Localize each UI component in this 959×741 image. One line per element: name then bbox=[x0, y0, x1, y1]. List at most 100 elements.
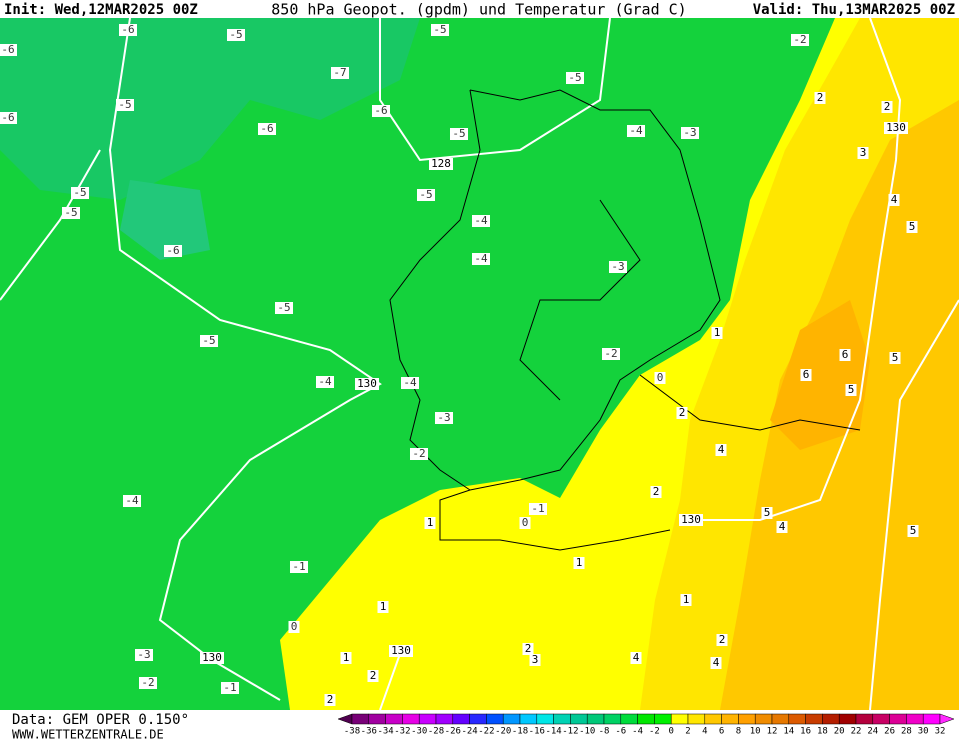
colorbar-label: -4 bbox=[632, 727, 643, 737]
temperature-label: 4 bbox=[891, 193, 898, 206]
colorbar-swatch bbox=[452, 713, 470, 725]
temperature-label-box bbox=[906, 221, 918, 233]
temperature-label: 2 bbox=[653, 485, 660, 498]
temperature-label: 2 bbox=[525, 642, 532, 655]
temperature-label-box bbox=[116, 99, 134, 111]
colorbar-swatch bbox=[805, 713, 823, 725]
temperature-label-box bbox=[164, 245, 182, 257]
colorbar-label: 4 bbox=[702, 727, 707, 737]
colorbar-label: -2 bbox=[649, 727, 660, 737]
temperature-label: 6 bbox=[803, 368, 810, 381]
geopotential-label: 130 bbox=[886, 121, 906, 134]
colorbar-swatch bbox=[754, 713, 773, 725]
colorbar-label: 26 bbox=[884, 727, 895, 737]
temperature-label-box bbox=[288, 621, 300, 633]
temperature-label-box bbox=[316, 376, 334, 388]
colorbar-swatch bbox=[385, 713, 403, 725]
colorbar-swatch bbox=[351, 713, 370, 725]
footer: Data: GEM OPER 0.150° WWW.WETTERZENTRALE… bbox=[12, 712, 189, 741]
warmest-area bbox=[770, 300, 870, 450]
temperature-label-box bbox=[573, 557, 585, 569]
temperature-label-box bbox=[566, 72, 584, 84]
temperature-label-box bbox=[401, 377, 419, 389]
colorbar-swatch bbox=[704, 713, 722, 725]
colorbar-swatch bbox=[872, 713, 890, 725]
colorbar-label: 10 bbox=[750, 727, 761, 737]
temperature-label: 5 bbox=[909, 220, 916, 233]
colorbar-label: -28 bbox=[428, 727, 444, 737]
geopotential-label: 130 bbox=[202, 651, 222, 664]
colorbar-label: 18 bbox=[817, 727, 828, 737]
temperature-label: 5 bbox=[764, 506, 771, 519]
temperature-label-box bbox=[200, 335, 218, 347]
temperature-label: -2 bbox=[412, 447, 425, 460]
colorbar-label: -36 bbox=[361, 727, 377, 737]
colorbar-label: -34 bbox=[377, 727, 393, 737]
temperature-label: -4 bbox=[403, 376, 417, 389]
temperature-label: -6 bbox=[1, 111, 14, 124]
temperature-label: -4 bbox=[125, 494, 139, 507]
temperature-label-box bbox=[814, 92, 826, 104]
geopotential-label-box bbox=[389, 645, 413, 657]
temperature-label: 2 bbox=[327, 693, 334, 706]
temperature-label-box bbox=[410, 448, 428, 460]
temperature-label: 6 bbox=[842, 348, 849, 361]
geopotential-label-box bbox=[200, 652, 224, 664]
temperature-label-box bbox=[221, 682, 239, 694]
valid-time: Valid: Thu,13MAR2025 00Z bbox=[753, 2, 955, 18]
temperature-label-box bbox=[0, 44, 17, 56]
temperature-label: -5 bbox=[452, 127, 465, 140]
temperature-label: -3 bbox=[683, 126, 696, 139]
geopotential-label-box bbox=[429, 158, 453, 170]
colorbar-swatch bbox=[502, 713, 521, 725]
colorbar-label: -8 bbox=[599, 727, 610, 737]
colorbar-swatch bbox=[738, 713, 756, 725]
temperature-label-box bbox=[845, 384, 857, 396]
temperature-label: -5 bbox=[73, 186, 86, 199]
colorbar-swatch bbox=[469, 713, 487, 725]
colorbar-label: -20 bbox=[495, 727, 511, 737]
temperature-label: 2 bbox=[370, 669, 377, 682]
temperature-label-box bbox=[529, 654, 541, 666]
colorbar-swatch bbox=[519, 713, 538, 725]
temperature-label: -2 bbox=[793, 33, 806, 46]
temperature-label-box bbox=[609, 261, 627, 273]
temperature-label-box bbox=[881, 101, 893, 113]
colder-area bbox=[120, 180, 210, 260]
colorbar-label: 30 bbox=[918, 727, 929, 737]
temperature-label-box bbox=[602, 348, 620, 360]
temperature-label-box bbox=[71, 187, 89, 199]
temperature-label-box bbox=[681, 127, 699, 139]
temperature-label: -7 bbox=[333, 66, 346, 79]
temperature-label-box bbox=[435, 412, 453, 424]
temperature-label-box bbox=[135, 649, 153, 661]
colorbar-swatch bbox=[906, 713, 924, 725]
colorbar-swatch bbox=[637, 713, 655, 725]
temperature-label-box bbox=[711, 327, 723, 339]
temperature-label-box bbox=[650, 486, 662, 498]
colorbar-label: 22 bbox=[851, 727, 862, 737]
header-bar bbox=[0, 0, 959, 18]
temperature-label-box bbox=[907, 525, 919, 537]
temperature-label-box bbox=[372, 105, 390, 117]
temperature-label: -6 bbox=[260, 122, 273, 135]
temperature-label: -6 bbox=[121, 23, 134, 36]
temperature-label: 4 bbox=[718, 443, 725, 456]
temperature-label: -5 bbox=[419, 188, 432, 201]
temperature-label-box bbox=[472, 253, 490, 265]
temperature-label-box bbox=[450, 128, 468, 140]
temperature-label: 2 bbox=[719, 633, 726, 646]
temperature-label-box bbox=[139, 677, 157, 689]
colorbar-swatch bbox=[486, 713, 504, 725]
temperature-label: -1 bbox=[223, 681, 236, 694]
colorbar-swatch bbox=[402, 713, 420, 725]
temperature-label: -5 bbox=[433, 23, 446, 36]
colorbar-label: 28 bbox=[901, 727, 912, 737]
temperature-label-box bbox=[888, 194, 900, 206]
colorbar-swatch bbox=[418, 713, 437, 725]
colorbar-swatch bbox=[771, 713, 790, 725]
temperature-label: 0 bbox=[291, 620, 298, 633]
temperature-label-box bbox=[716, 634, 728, 646]
temperature-label: 4 bbox=[633, 651, 640, 664]
